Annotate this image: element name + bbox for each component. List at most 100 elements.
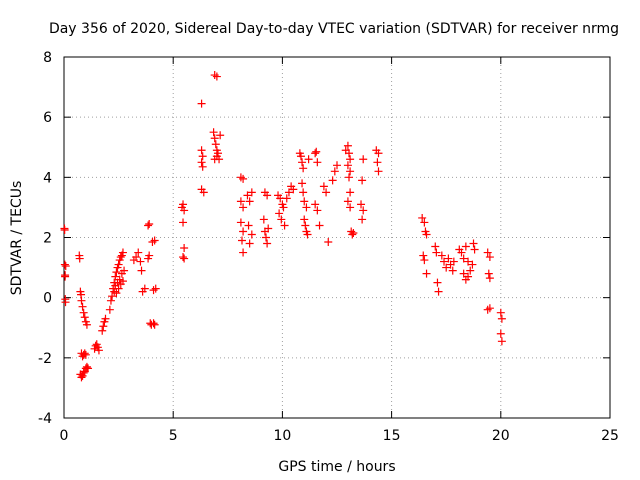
data-point (358, 215, 367, 224)
data-point (346, 167, 355, 176)
data-point (300, 215, 309, 224)
data-point (279, 203, 288, 212)
data-point (319, 182, 328, 191)
data-point (108, 292, 117, 301)
data-point (112, 268, 121, 277)
data-point (149, 286, 158, 295)
data-point (343, 161, 352, 170)
data-point (263, 191, 272, 200)
y-tick-label: -2 (38, 351, 52, 367)
data-point (198, 152, 207, 161)
data-point (210, 71, 219, 80)
data-point (77, 373, 86, 382)
data-point (180, 206, 189, 215)
data-point (373, 158, 382, 167)
y-tick-label: 0 (43, 291, 52, 307)
data-point (136, 257, 145, 266)
data-point (313, 158, 322, 167)
data-point (106, 296, 115, 305)
data-point (483, 248, 492, 257)
x-axis-label: GPS time / hours (278, 459, 395, 475)
data-point (298, 158, 307, 167)
data-point (459, 254, 468, 263)
y-axis-label: SDTVAR / TECUs (9, 181, 25, 296)
data-point (77, 296, 86, 305)
data-point (79, 308, 88, 317)
data-point (420, 256, 429, 265)
data-point (275, 209, 284, 218)
data-point (328, 176, 337, 185)
data-point (470, 245, 479, 254)
data-point (111, 272, 120, 281)
data-point (114, 260, 123, 269)
data-point (216, 131, 225, 140)
data-point (239, 203, 248, 212)
data-point (303, 230, 312, 239)
x-tick-label: 25 (601, 428, 619, 444)
data-point (198, 162, 207, 171)
data-point (179, 253, 188, 262)
data-point (79, 368, 88, 377)
data-point (301, 221, 310, 230)
data-point (345, 149, 354, 158)
data-point (145, 251, 154, 260)
data-point (322, 188, 331, 197)
data-point (211, 140, 220, 149)
data-point (374, 149, 383, 158)
data-point (115, 275, 124, 284)
data-point (212, 152, 221, 161)
data-point (497, 314, 506, 323)
x-tick-label: 10 (273, 428, 291, 444)
data-point (61, 298, 70, 307)
data-point (346, 155, 355, 164)
data-point (346, 203, 355, 212)
chart-title: Day 356 of 2020, Sidereal Day-to-day VTE… (49, 21, 619, 37)
data-point (263, 239, 272, 248)
data-point (457, 248, 466, 257)
data-point (374, 167, 383, 176)
data-point (210, 134, 219, 143)
data-point (448, 266, 457, 275)
data-point (244, 221, 253, 230)
data-point (484, 269, 493, 278)
data-points (60, 71, 506, 382)
data-point (82, 320, 91, 329)
data-point (311, 149, 320, 158)
data-point (80, 349, 89, 358)
data-point (311, 200, 320, 209)
data-point (444, 254, 453, 263)
data-point (419, 251, 428, 260)
data-point (148, 238, 157, 247)
data-point (434, 287, 443, 296)
data-point (298, 179, 307, 188)
data-point (75, 254, 84, 263)
data-point (118, 277, 127, 286)
data-point (245, 239, 254, 248)
data-point (150, 236, 159, 245)
data-point (485, 304, 494, 313)
y-tick-label: 2 (43, 231, 52, 247)
data-point (151, 284, 160, 293)
data-point (120, 266, 129, 275)
data-point (145, 219, 154, 228)
data-point (60, 260, 69, 269)
data-point (497, 337, 506, 346)
data-point (80, 313, 89, 322)
data-point (485, 274, 494, 283)
data-point (357, 200, 366, 209)
data-point (239, 248, 248, 257)
data-point (243, 191, 252, 200)
data-point (116, 253, 125, 262)
y-tick-label: 8 (43, 50, 52, 66)
data-point (284, 188, 293, 197)
data-point (422, 230, 431, 239)
data-point (144, 221, 153, 230)
data-point (101, 314, 110, 323)
data-point (197, 158, 206, 167)
data-point (239, 174, 248, 183)
data-point (464, 272, 473, 281)
data-point (180, 254, 189, 263)
x-tick-label: 5 (169, 428, 178, 444)
data-point (282, 194, 291, 203)
